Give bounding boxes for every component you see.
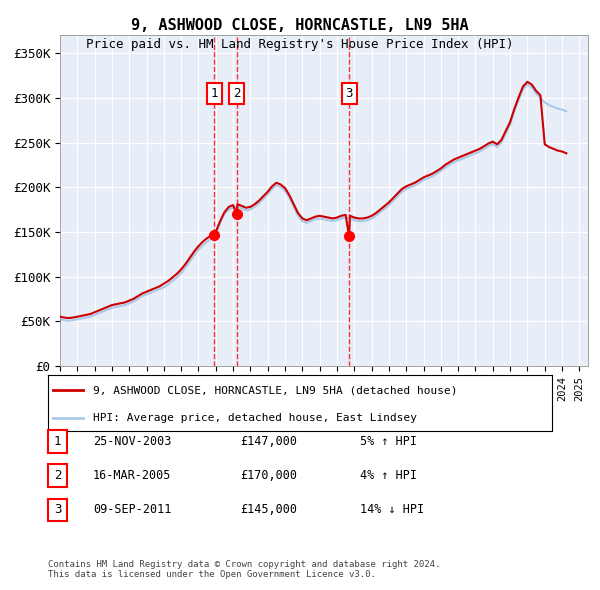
Text: £145,000: £145,000	[240, 503, 297, 516]
Text: 14% ↓ HPI: 14% ↓ HPI	[360, 503, 424, 516]
Text: Contains HM Land Registry data © Crown copyright and database right 2024.
This d: Contains HM Land Registry data © Crown c…	[48, 560, 440, 579]
Text: 9, ASHWOOD CLOSE, HORNCASTLE, LN9 5HA (detached house): 9, ASHWOOD CLOSE, HORNCASTLE, LN9 5HA (d…	[94, 385, 458, 395]
Text: £147,000: £147,000	[240, 435, 297, 448]
Text: 16-MAR-2005: 16-MAR-2005	[93, 469, 172, 482]
Text: 1: 1	[211, 87, 218, 100]
Text: 2: 2	[54, 469, 61, 482]
Text: 25-NOV-2003: 25-NOV-2003	[93, 435, 172, 448]
Text: 2: 2	[233, 87, 241, 100]
Text: Price paid vs. HM Land Registry's House Price Index (HPI): Price paid vs. HM Land Registry's House …	[86, 38, 514, 51]
Text: 1: 1	[54, 435, 61, 448]
Text: 5% ↑ HPI: 5% ↑ HPI	[360, 435, 417, 448]
Text: 4% ↑ HPI: 4% ↑ HPI	[360, 469, 417, 482]
Text: 09-SEP-2011: 09-SEP-2011	[93, 503, 172, 516]
Text: 3: 3	[346, 87, 353, 100]
Text: 9, ASHWOOD CLOSE, HORNCASTLE, LN9 5HA: 9, ASHWOOD CLOSE, HORNCASTLE, LN9 5HA	[131, 18, 469, 32]
Text: HPI: Average price, detached house, East Lindsey: HPI: Average price, detached house, East…	[94, 414, 418, 424]
Text: £170,000: £170,000	[240, 469, 297, 482]
Text: 3: 3	[54, 503, 61, 516]
